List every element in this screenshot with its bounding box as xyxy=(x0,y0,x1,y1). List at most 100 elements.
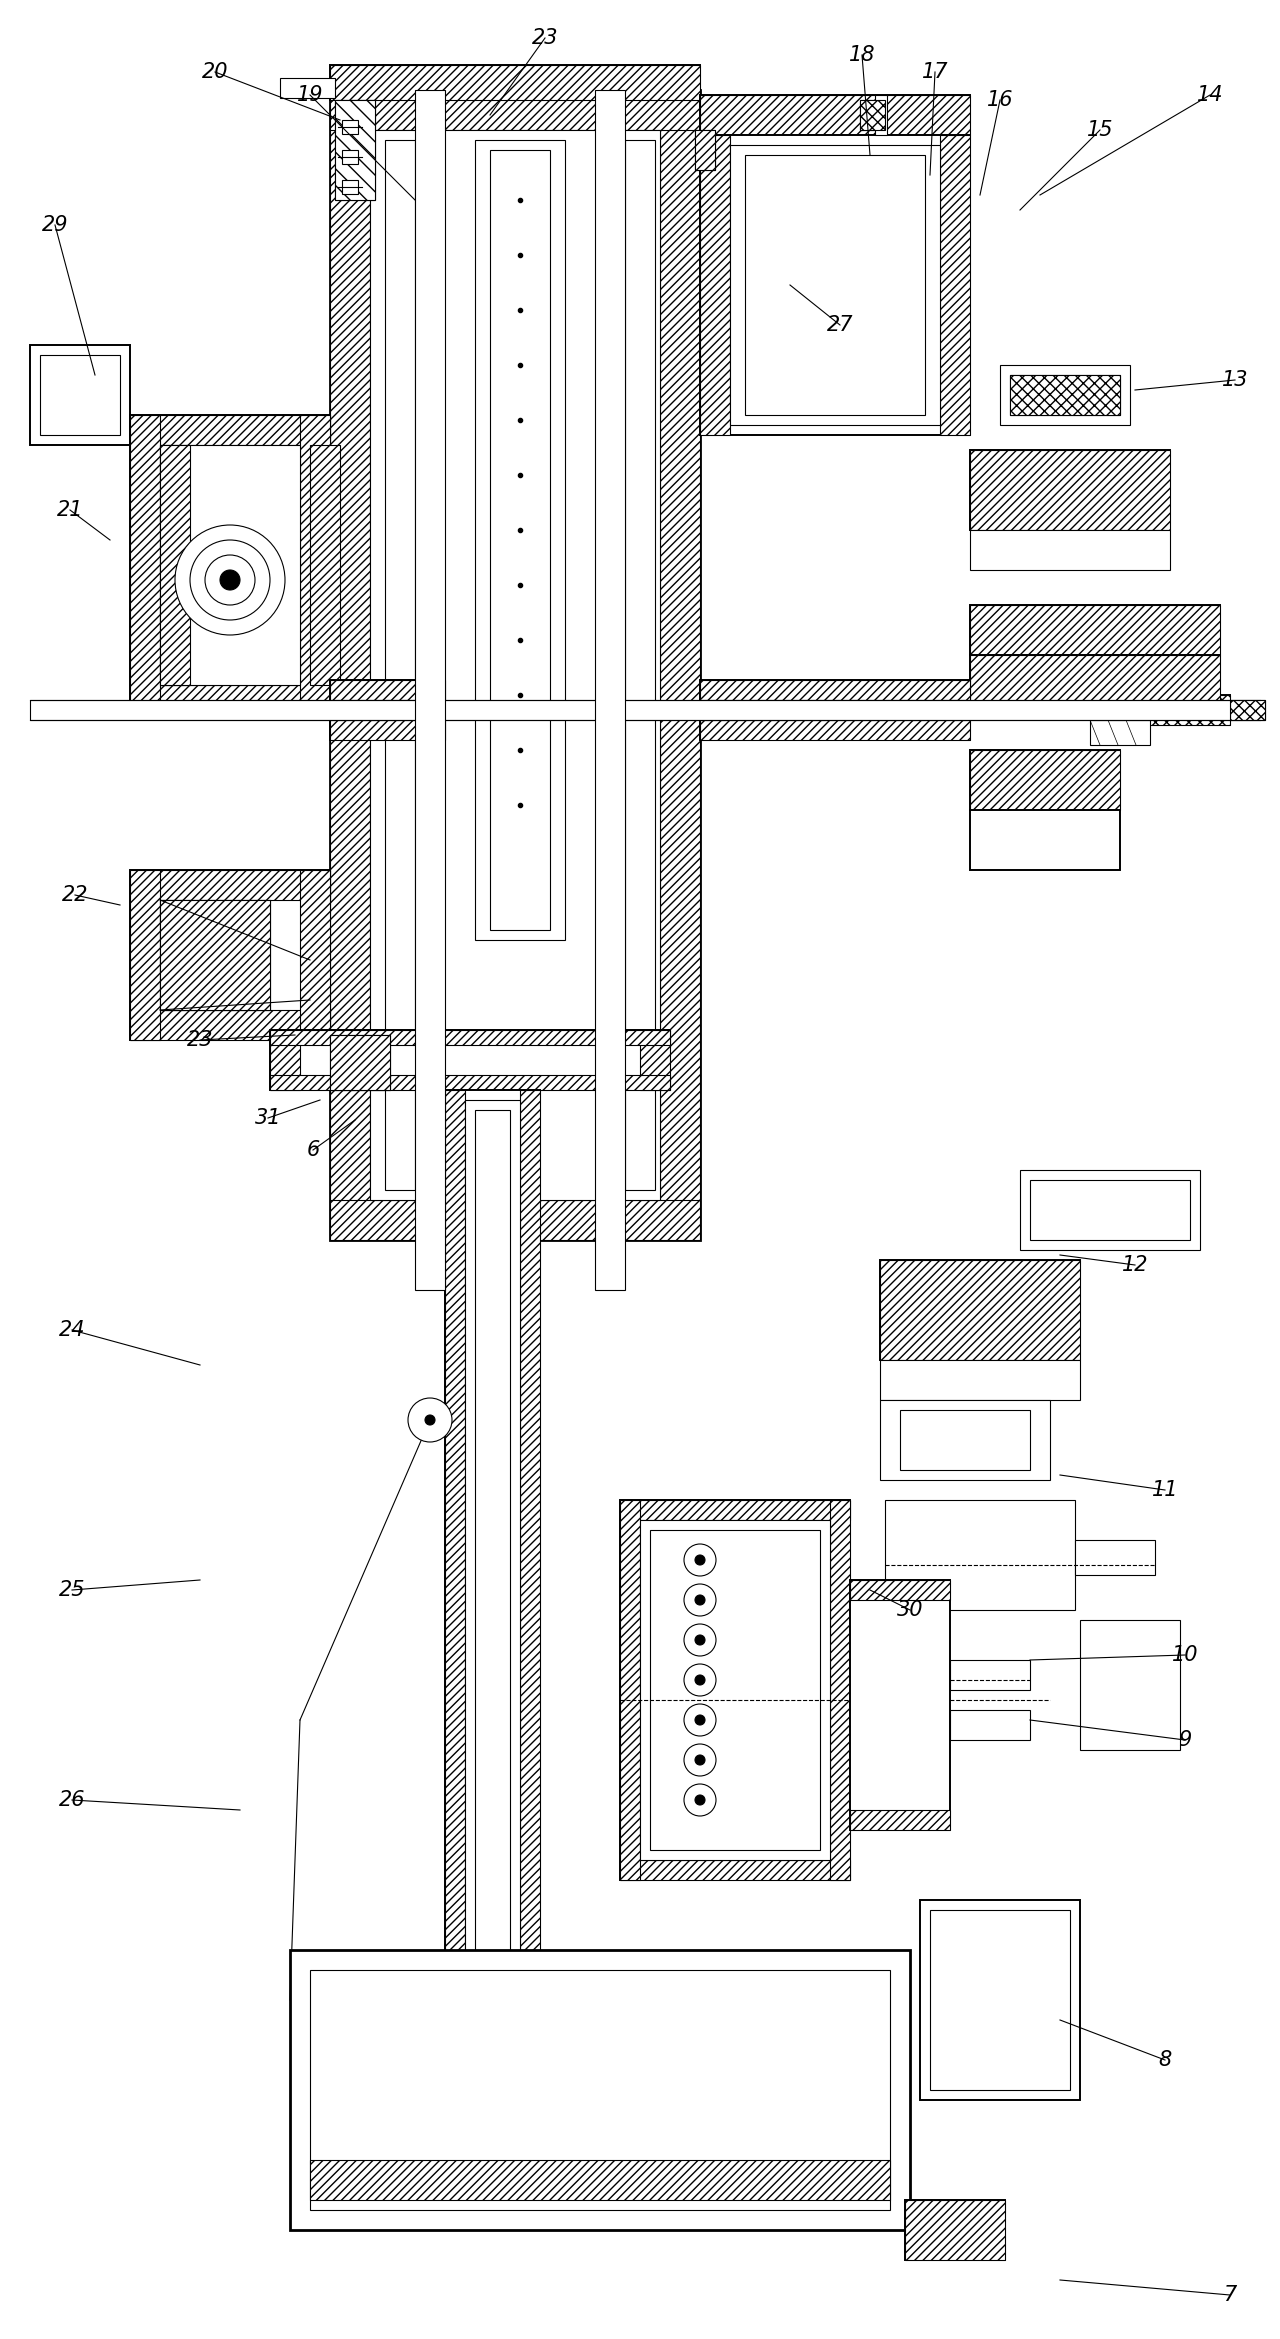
Bar xyxy=(931,1911,1070,2091)
Bar xyxy=(850,1810,950,1829)
Bar xyxy=(445,1090,540,2159)
Bar xyxy=(330,681,445,739)
Bar xyxy=(1000,365,1130,426)
Circle shape xyxy=(425,1415,435,1424)
Bar xyxy=(335,101,375,201)
Bar xyxy=(310,444,340,685)
Bar xyxy=(29,699,1230,720)
Bar xyxy=(695,131,716,171)
Bar xyxy=(40,356,120,435)
Bar xyxy=(330,89,700,131)
Bar xyxy=(160,901,270,1010)
Bar xyxy=(1130,695,1230,725)
Text: 20: 20 xyxy=(202,63,228,82)
Bar xyxy=(620,1499,640,1881)
Text: 27: 27 xyxy=(827,316,854,334)
Bar xyxy=(884,1499,1075,1609)
Bar xyxy=(920,1899,1080,2100)
Bar xyxy=(700,136,730,435)
Circle shape xyxy=(684,1745,716,1775)
Bar xyxy=(970,809,1120,870)
Bar xyxy=(335,101,375,201)
Bar xyxy=(700,96,970,136)
Circle shape xyxy=(695,1794,705,1806)
Circle shape xyxy=(408,1399,452,1443)
Text: 15: 15 xyxy=(1087,119,1114,140)
Bar xyxy=(160,444,300,685)
Bar xyxy=(415,89,445,1291)
Bar xyxy=(131,870,160,1041)
Bar xyxy=(385,140,415,1191)
Text: 9: 9 xyxy=(1179,1731,1192,1750)
Bar xyxy=(1230,699,1265,720)
Circle shape xyxy=(695,1555,705,1565)
Bar xyxy=(881,1359,1080,1401)
Bar xyxy=(342,150,358,164)
Bar xyxy=(970,751,1120,809)
Text: 12: 12 xyxy=(1121,1256,1148,1275)
Circle shape xyxy=(205,554,255,606)
Circle shape xyxy=(684,1584,716,1616)
Text: 17: 17 xyxy=(922,63,948,82)
Circle shape xyxy=(695,1675,705,1684)
Text: 7: 7 xyxy=(1224,2285,1236,2304)
Circle shape xyxy=(684,1623,716,1656)
Bar xyxy=(490,150,550,931)
Bar xyxy=(1075,1539,1155,1574)
Bar xyxy=(1010,374,1120,414)
Circle shape xyxy=(695,1635,705,1644)
Bar xyxy=(970,655,1220,704)
Bar xyxy=(270,1076,669,1090)
Bar xyxy=(700,681,970,739)
Text: 10: 10 xyxy=(1171,1644,1198,1665)
Bar xyxy=(370,131,660,1200)
Bar xyxy=(475,140,564,940)
Bar xyxy=(342,180,358,194)
Circle shape xyxy=(175,524,285,634)
Bar xyxy=(465,1099,520,2150)
Bar xyxy=(695,131,716,171)
Bar xyxy=(881,1261,1080,1359)
Bar xyxy=(881,1261,1080,1359)
Text: 8: 8 xyxy=(1158,2049,1171,2070)
Bar xyxy=(860,101,884,131)
Bar xyxy=(1030,1179,1190,1240)
Bar xyxy=(475,1111,509,2140)
Bar xyxy=(310,2159,890,2201)
Bar xyxy=(970,606,1220,655)
Bar xyxy=(270,1029,300,1090)
Bar xyxy=(160,901,270,1010)
Circle shape xyxy=(189,540,270,620)
Bar xyxy=(905,2201,1005,2259)
Bar xyxy=(330,1200,700,1240)
Bar xyxy=(131,414,160,716)
Bar xyxy=(700,136,970,435)
Text: 29: 29 xyxy=(42,215,68,234)
Bar xyxy=(650,1530,820,1850)
Bar xyxy=(970,449,1170,531)
Circle shape xyxy=(695,1595,705,1605)
Bar xyxy=(291,1951,910,2229)
Bar xyxy=(620,1499,850,1881)
Bar xyxy=(730,145,940,426)
Bar xyxy=(300,870,330,1041)
Bar xyxy=(160,444,189,685)
Text: 6: 6 xyxy=(306,1139,320,1160)
Bar xyxy=(330,65,700,101)
Bar xyxy=(330,1034,390,1090)
Circle shape xyxy=(695,1754,705,1766)
Text: 31: 31 xyxy=(255,1109,282,1127)
Bar xyxy=(620,1499,850,1520)
Text: 11: 11 xyxy=(1152,1481,1179,1499)
Bar xyxy=(970,655,1220,704)
Text: 30: 30 xyxy=(897,1600,923,1621)
Text: 18: 18 xyxy=(849,44,876,65)
Bar xyxy=(700,96,970,136)
Bar xyxy=(881,1401,1050,1481)
Bar xyxy=(131,870,330,901)
Circle shape xyxy=(684,1785,716,1815)
Text: 19: 19 xyxy=(297,84,324,105)
Bar xyxy=(342,119,358,133)
Bar xyxy=(29,344,131,444)
Bar xyxy=(330,1034,390,1090)
